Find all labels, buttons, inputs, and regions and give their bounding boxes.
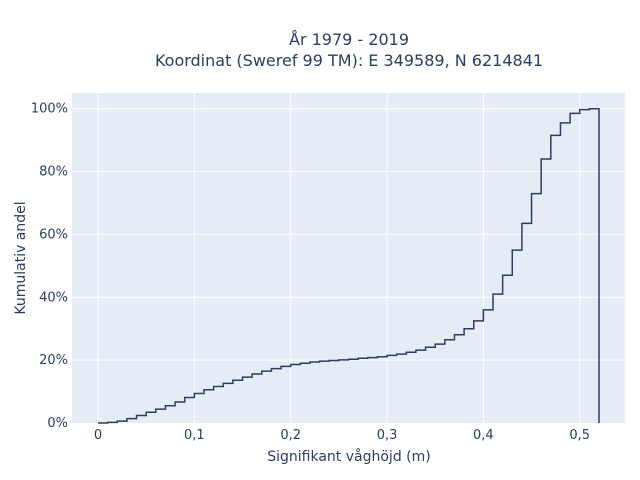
y-tick-label: 20%: [39, 353, 68, 368]
x-tick-labels: 0 0,1 0,2 0,3 0,4 0,5: [94, 428, 590, 443]
chart-title-line1: År 1979 - 2019: [289, 30, 409, 49]
x-tick-label: 0,2: [280, 428, 301, 443]
x-tick-label: 0,3: [377, 428, 398, 443]
x-tick-label: 0: [94, 428, 102, 443]
plot-area: [72, 93, 625, 423]
y-tick-label: 40%: [39, 290, 68, 305]
grid-layer: [72, 93, 625, 423]
y-axis-title: Kumulativ andel: [13, 201, 29, 314]
series-layer: [98, 107, 600, 424]
x-axis-title: Signifikant våghöjd (m): [267, 448, 430, 465]
x-tick-label: 0,5: [569, 428, 590, 443]
x-tick-label: 0,4: [473, 428, 494, 443]
ecdf-step-line: [98, 107, 600, 424]
y-tick-labels: 0% 20% 40% 60% 80% 100%: [31, 102, 68, 431]
chart-title-line2: Koordinat (Sweref 99 TM): E 349589, N 62…: [155, 51, 543, 70]
y-tick-label: 0%: [47, 416, 68, 431]
y-tick-label: 80%: [39, 165, 68, 180]
x-tick-label: 0,1: [184, 428, 205, 443]
y-tick-label: 100%: [31, 102, 68, 117]
y-tick-label: 60%: [39, 227, 68, 242]
